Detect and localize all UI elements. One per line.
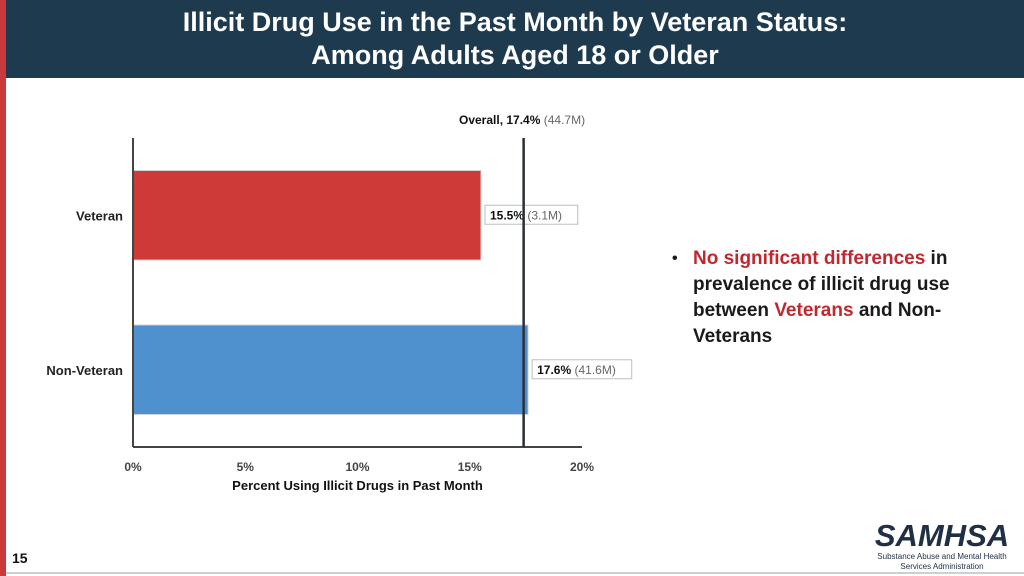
bullet-text-part1: in prevalence of illicit drug use betwee… <box>693 248 950 321</box>
data-label-box <box>484 204 579 225</box>
bullet-highlight-veterans: Veterans <box>774 300 854 321</box>
samhsa-logo: SAMHSA Substance Abuse and Mental Health… <box>872 520 1012 572</box>
bullet-text-part2: and Non-Veterans <box>693 300 942 347</box>
left-accent-stripe <box>0 0 6 576</box>
x-tick-label-0: 0% <box>124 460 142 474</box>
x-tick-label-10: 10% <box>345 460 369 474</box>
x-tick-label-20: 20% <box>570 460 594 474</box>
x-tick-label-15: 15% <box>458 460 482 474</box>
x-axis-title: Percent Using Illicit Drugs in Past Mont… <box>232 478 483 493</box>
data-label-non-veteran: 17.6% (41.6M) <box>531 359 633 380</box>
overall-reference-count: (44.7M) <box>544 113 585 127</box>
bullet-highlight-no-difference: No significant differences <box>693 248 926 269</box>
bullet-point: • No significant differences in prevalen… <box>672 246 992 350</box>
footer-divider <box>6 572 1024 574</box>
data-label-count: (41.6M) <box>574 363 615 377</box>
slide-title-line1: Illicit Drug Use in the Past Month by Ve… <box>182 7 848 37</box>
bullet-text: No significant differences in prevalence… <box>693 246 992 350</box>
logo-subtitle-line2: Services Administration <box>900 562 984 571</box>
overall-reference-percent: Overall, 17.4% <box>459 113 544 127</box>
data-label-percent: 17.6% <box>537 363 574 377</box>
category-label-veteran: Veteran <box>76 208 123 223</box>
data-label-box <box>531 359 633 380</box>
slide-header: Illicit Drug Use in the Past Month by Ve… <box>6 0 1024 78</box>
x-tick-label-5: 5% <box>237 460 255 474</box>
bullet-dot-icon: • <box>672 250 678 267</box>
logo-subtitle-line1: Substance Abuse and Mental Health <box>877 552 1007 561</box>
logo-wordmark: SAMHSA <box>874 518 1010 553</box>
data-label-percent: 15.5% <box>490 208 527 222</box>
data-label-count: (3.1M) <box>527 208 562 222</box>
page-number: 15 <box>12 550 28 566</box>
data-label-text: 15.5% (3.1M) <box>490 208 562 222</box>
bar-chart: Veteran 15.5% (3.1M) Non-Veteran 17.6% (41.… <box>46 113 633 493</box>
data-label-veteran: 15.5% (3.1M) <box>484 204 579 225</box>
bar-veteran <box>132 169 482 261</box>
overall-reference-label: Overall, 17.4% (44.7M) <box>459 113 585 127</box>
category-label-non-veteran: Non-Veteran <box>46 363 123 378</box>
bar-non-veteran <box>132 324 529 416</box>
slide-title-line2: Among Adults Aged 18 or Older <box>311 40 719 70</box>
data-label-text: 17.6% (41.6M) <box>537 363 616 377</box>
